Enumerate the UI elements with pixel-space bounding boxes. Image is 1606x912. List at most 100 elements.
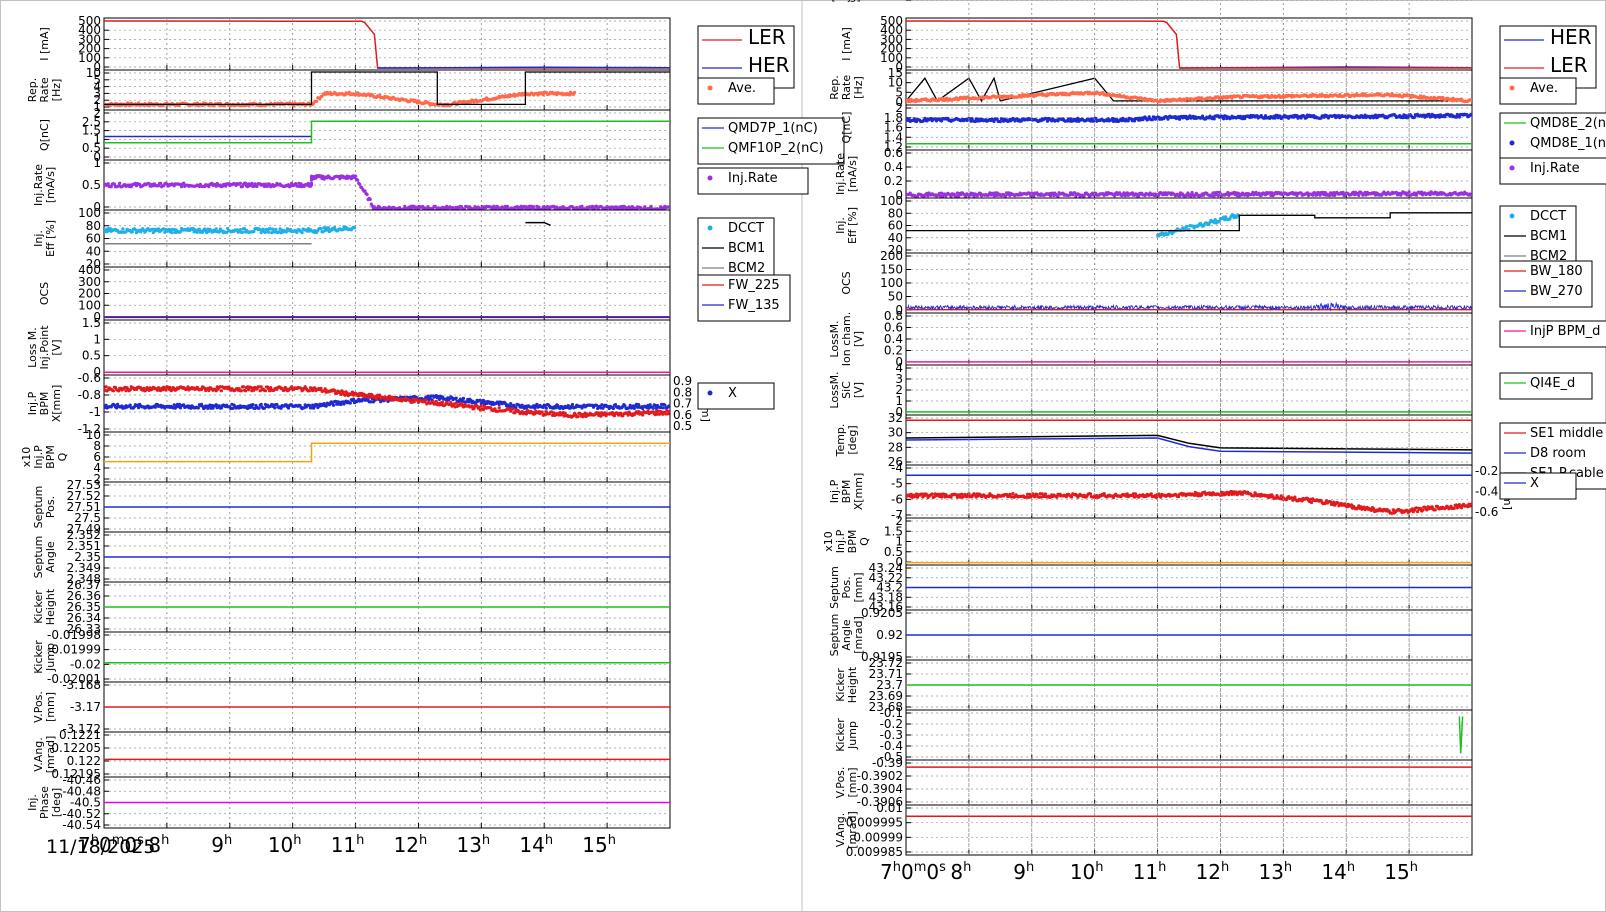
data-point bbox=[1032, 194, 1036, 198]
data-point bbox=[563, 411, 567, 415]
data-point bbox=[511, 407, 515, 411]
data-point bbox=[1428, 193, 1432, 197]
legend-label: QMD7P_1(nC) bbox=[728, 121, 818, 136]
data-point bbox=[431, 400, 435, 404]
data-point bbox=[138, 182, 142, 186]
y-axis-label-line: Height bbox=[44, 588, 57, 625]
y-axis-label-line: Rep. bbox=[828, 75, 841, 99]
data-point bbox=[449, 401, 453, 405]
data-point bbox=[461, 396, 466, 400]
y-tick-label: 2 bbox=[895, 101, 903, 115]
y-tick-label: 400 bbox=[880, 23, 903, 37]
data-point bbox=[535, 402, 539, 406]
data-point bbox=[319, 386, 323, 390]
y-axis-label-line: Inj.Rate bbox=[32, 164, 45, 206]
y-axis-label-line: [mm] bbox=[44, 692, 57, 722]
data-point bbox=[590, 204, 595, 208]
data-point bbox=[341, 390, 345, 394]
legend-frame bbox=[1499, 77, 1577, 105]
data-point bbox=[196, 406, 200, 410]
panel-frame bbox=[103, 731, 671, 778]
y-axis-label: Q[nC] bbox=[840, 112, 853, 144]
legend-label: Inj.Rate bbox=[1530, 161, 1580, 176]
series-group bbox=[104, 442, 670, 463]
data-point bbox=[170, 231, 174, 235]
data-point bbox=[637, 403, 641, 407]
legend-label: DCCT bbox=[1530, 209, 1566, 224]
legend-frame bbox=[697, 117, 845, 165]
data-point bbox=[279, 406, 283, 410]
data-point bbox=[219, 389, 223, 393]
data-point bbox=[368, 395, 372, 399]
time-tick-hour: 12 bbox=[394, 833, 419, 857]
data-point bbox=[532, 205, 536, 209]
y-axis-label-line: Q bbox=[56, 452, 69, 461]
y-axis-label-line: Rep. bbox=[26, 78, 39, 102]
y-axis-label-line: Inj. bbox=[834, 217, 847, 234]
legend-label: X bbox=[728, 386, 737, 401]
data-point bbox=[441, 400, 445, 404]
y-tick-label: 0.5 bbox=[82, 141, 101, 155]
data-point bbox=[333, 388, 337, 393]
legend-marker bbox=[1509, 85, 1515, 91]
data-point bbox=[243, 389, 248, 393]
y-axis-label-line: I [mA] bbox=[840, 27, 853, 61]
legend-frame bbox=[697, 167, 809, 195]
data-point bbox=[121, 227, 125, 231]
data-point bbox=[552, 411, 556, 415]
y-axis-label: Loss M. Inj.Point [V] bbox=[26, 325, 63, 370]
legend-marker bbox=[707, 225, 713, 231]
y-axis-label-line: Loss M. bbox=[26, 327, 39, 368]
y-tick-label: 100 bbox=[78, 298, 101, 312]
data-point bbox=[199, 387, 204, 391]
y-axis-label-line: Pos. bbox=[44, 496, 57, 518]
data-point bbox=[261, 227, 265, 231]
y-axis-label: Septum Angle bbox=[32, 536, 57, 579]
data-point bbox=[306, 181, 310, 186]
panel-6: 1.5 1 0.5 0 Loss M. Inj.Point [V] bbox=[26, 316, 671, 379]
y-tick-label: 27.53 bbox=[67, 478, 101, 492]
data-point bbox=[472, 407, 476, 411]
y-tick-label: 0.5 bbox=[82, 178, 101, 192]
data-point bbox=[351, 397, 356, 401]
data-point bbox=[214, 227, 218, 231]
data-point bbox=[580, 204, 584, 208]
series-group bbox=[104, 385, 670, 419]
data-point bbox=[311, 389, 315, 393]
y-tick-label: 0 bbox=[93, 310, 101, 324]
y-axis-label: Inj. Eff [%] bbox=[32, 220, 57, 257]
right-tick-label: 0.5 bbox=[673, 419, 692, 433]
time-tick-suffix: h bbox=[419, 833, 427, 848]
data-point bbox=[153, 405, 157, 409]
y-tick-label: -0.01999 bbox=[47, 643, 101, 657]
data-point bbox=[271, 227, 275, 231]
right-tick-label: 0.6 bbox=[673, 408, 692, 422]
y-tick-label: 0 bbox=[895, 188, 903, 202]
legend-label: FW_225 bbox=[728, 278, 780, 293]
series-group bbox=[104, 120, 670, 144]
y-tick-label: 100 bbox=[78, 51, 101, 65]
y-axis-label-line: Inj. bbox=[32, 230, 45, 247]
data-point bbox=[632, 406, 637, 410]
y-tick-label: 0.2 bbox=[884, 174, 903, 188]
y-axis-label-line: Septum bbox=[32, 486, 45, 529]
y-tick-label: 10 bbox=[86, 428, 101, 442]
y-tick-label: 27.49 bbox=[67, 522, 101, 536]
series-trace-1 bbox=[104, 385, 670, 419]
y-axis-label: x10 Inj.P BPM Q bbox=[20, 445, 69, 469]
data-point bbox=[657, 412, 662, 416]
y-tick-label: 80 bbox=[888, 206, 903, 220]
time-tick-label: 10h bbox=[268, 833, 302, 857]
data-point bbox=[284, 230, 288, 234]
data-point bbox=[124, 230, 128, 234]
legend-label: HER bbox=[1550, 25, 1592, 49]
right-tick-label: 0.9 bbox=[673, 374, 692, 388]
data-point bbox=[1273, 116, 1277, 120]
panel-2: 22.51.510.50 Q[nC] QMD7P_1(nC) QMF10P_2(nC) bbox=[38, 106, 845, 165]
series-her bbox=[377, 66, 670, 69]
data-point bbox=[463, 207, 467, 210]
